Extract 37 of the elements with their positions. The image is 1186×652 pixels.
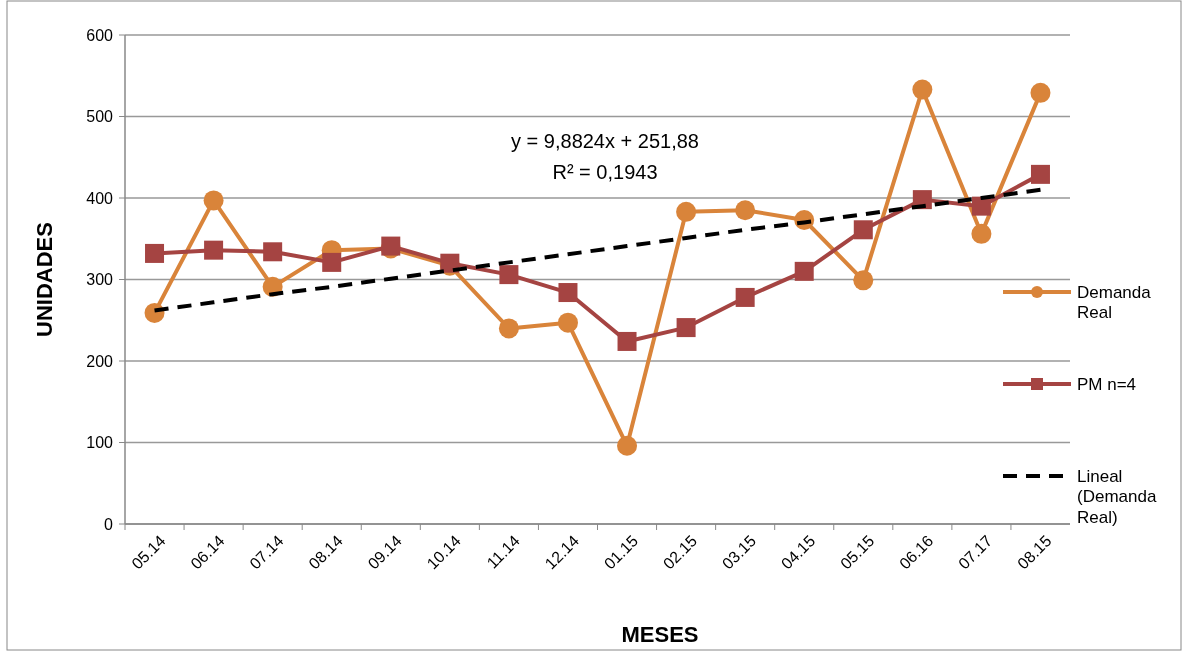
y-tick-label: 200 bbox=[86, 352, 114, 370]
point bbox=[322, 252, 342, 272]
legend-label: Demanda Real bbox=[1077, 282, 1152, 323]
point bbox=[263, 242, 283, 262]
point bbox=[1030, 82, 1051, 103]
point bbox=[145, 243, 165, 263]
y-tick-label: 600 bbox=[86, 26, 114, 44]
point bbox=[498, 318, 519, 339]
point bbox=[558, 283, 578, 303]
point bbox=[499, 265, 519, 285]
y-tick-label: 400 bbox=[86, 189, 114, 207]
y-tick-label: 500 bbox=[86, 108, 114, 126]
point bbox=[853, 270, 874, 291]
point bbox=[912, 79, 933, 100]
y-axis-title: UNIDADES bbox=[32, 222, 57, 337]
point bbox=[203, 190, 224, 211]
annotation: y = 9,8824x + 251,88 bbox=[511, 130, 699, 152]
point bbox=[735, 287, 755, 307]
legend-label: Lineal (Demanda Real) bbox=[1077, 466, 1157, 527]
point bbox=[971, 223, 992, 244]
point bbox=[557, 312, 578, 333]
point bbox=[617, 331, 637, 351]
point bbox=[794, 261, 814, 281]
point bbox=[971, 196, 991, 216]
y-tick-label: 100 bbox=[86, 434, 114, 452]
y-tick-label: 300 bbox=[86, 271, 114, 289]
point bbox=[1030, 164, 1050, 184]
y-tick-label: 0 bbox=[104, 515, 114, 533]
annotation: R² = 0,1943 bbox=[552, 161, 658, 183]
point bbox=[676, 318, 696, 338]
point bbox=[676, 201, 697, 222]
point bbox=[735, 200, 756, 221]
x-axis-title: MESES bbox=[621, 622, 699, 647]
point bbox=[617, 435, 638, 456]
point bbox=[853, 220, 873, 240]
point bbox=[204, 240, 224, 260]
legend-label: PM n=4 bbox=[1077, 374, 1137, 394]
